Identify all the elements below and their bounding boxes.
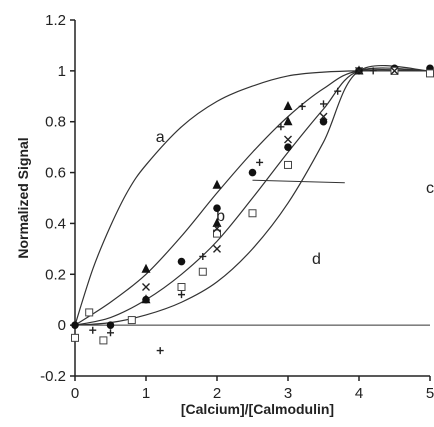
- circle-marker: [142, 295, 150, 304]
- data-points: [71, 64, 434, 355]
- circle-marker: [319, 117, 328, 126]
- plus-marker: [156, 347, 164, 355]
- y-tick-label: 0.2: [45, 266, 66, 283]
- plus-marker: [107, 329, 114, 337]
- circle-marker: [213, 204, 221, 212]
- plus-marker: [334, 87, 342, 95]
- cross-marker: [319, 112, 328, 121]
- cross-marker: [284, 135, 292, 144]
- circle-marker: [106, 321, 115, 329]
- square-marker: [71, 333, 79, 342]
- triangle-marker: [212, 217, 222, 227]
- labels: [Calcium]/[Calmodulin] Normalized Signal: [15, 137, 334, 417]
- curve-label-b: b: [216, 208, 225, 225]
- triangle-marker: [283, 116, 293, 126]
- y-axis-title: Normalized Signal: [15, 137, 31, 258]
- square-marker: [248, 209, 257, 218]
- square-marker: [426, 69, 434, 78]
- plus-marker: [369, 67, 377, 75]
- y-tick-label: 1.2: [45, 12, 66, 29]
- square-marker: [213, 229, 221, 238]
- curve-a: [74, 70, 431, 326]
- x-tick-label: 2: [213, 385, 221, 402]
- cross-marker: [355, 66, 363, 75]
- cross-marker: [390, 66, 399, 75]
- x-tick-label: 4: [355, 385, 363, 402]
- plus-marker: [277, 123, 285, 131]
- triangle-marker: [283, 100, 293, 110]
- x-tick-label: 1: [142, 385, 150, 402]
- x-tick-label: 5: [426, 385, 434, 402]
- square-marker: [284, 160, 292, 169]
- curve-c: [74, 67, 431, 326]
- cross-marker: [213, 244, 221, 253]
- circle-marker: [284, 143, 292, 151]
- cross-marker: [213, 224, 221, 233]
- square-marker: [198, 267, 207, 276]
- circle-marker: [177, 257, 186, 266]
- cross-marker: [142, 283, 150, 291]
- square-marker: [99, 336, 108, 345]
- triangle-marker: [212, 179, 222, 189]
- plus-marker: [178, 291, 185, 299]
- plus-marker: [298, 102, 306, 110]
- fit-curves: a b c d: [74, 64, 434, 326]
- curve-label-a: a: [156, 129, 165, 146]
- curve-b: [74, 68, 431, 326]
- circle-marker: [71, 321, 79, 329]
- plus-marker: [256, 158, 264, 166]
- triangle-marker: [141, 263, 151, 273]
- y-tick-label: 0.4: [45, 215, 66, 232]
- y-tick-label: 0.8: [45, 114, 66, 131]
- x-axis-title: [Calcium]/[Calmodulin]: [181, 401, 334, 417]
- x-tick-label: 0: [71, 385, 79, 402]
- plus-marker: [320, 100, 327, 108]
- axes: -0.2 0 0.2 0.4 0.6 0.8 1 1.2 0 1 2 3 4 5: [40, 12, 434, 402]
- curve-label-c: c: [426, 180, 434, 197]
- curve-c-leader-line: [252, 179, 345, 184]
- y-tick-label: -0.2: [40, 368, 66, 385]
- plus-marker: [199, 252, 207, 260]
- curve-d: [74, 64, 431, 326]
- curve-label-d: d: [312, 251, 321, 268]
- square-marker: [177, 283, 186, 291]
- plus-marker: [89, 326, 97, 334]
- y-tick-label: 1: [58, 63, 66, 80]
- circle-marker: [248, 168, 257, 177]
- y-tick-label: 0.6: [45, 165, 66, 182]
- x-tick-label: 3: [284, 385, 292, 402]
- square-marker: [85, 308, 94, 317]
- square-marker: [127, 316, 136, 325]
- y-tick-label: 0: [58, 317, 66, 334]
